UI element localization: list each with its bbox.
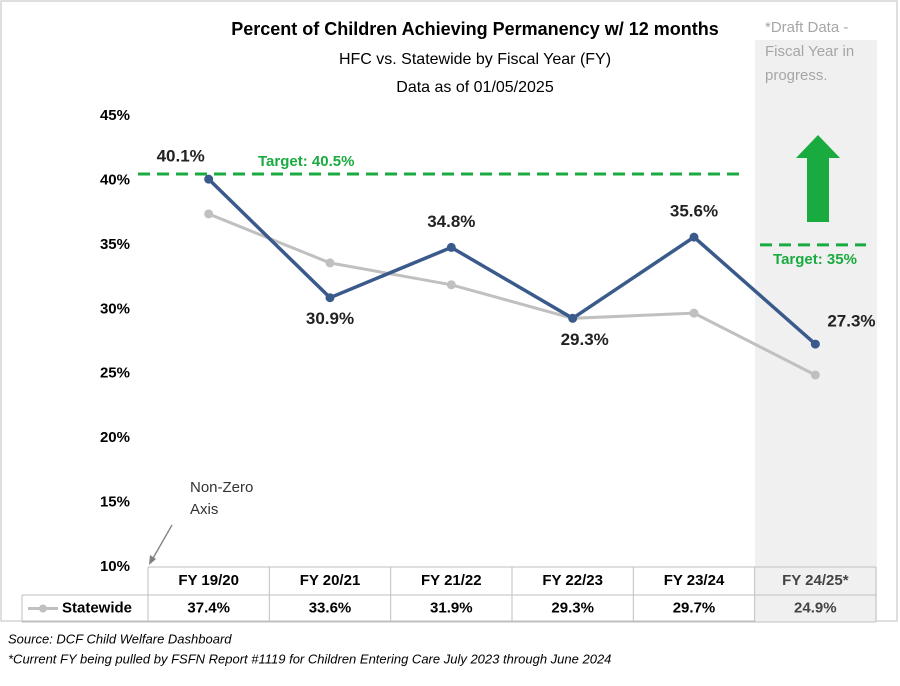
data-point xyxy=(446,242,456,252)
target-label: Target: 35% xyxy=(773,251,857,268)
table-value: 29.7% xyxy=(673,599,716,616)
up-arrow xyxy=(796,135,840,222)
draft-note: progress. xyxy=(765,67,828,84)
data-point xyxy=(204,174,214,184)
y-tick-label: 10% xyxy=(100,558,130,575)
x-tick-label: FY 24/25* xyxy=(782,572,849,589)
table-value: 37.4% xyxy=(187,599,230,616)
table-value: 31.9% xyxy=(430,599,473,616)
x-tick-label: FY 20/21 xyxy=(300,572,361,589)
y-tick-label: 25% xyxy=(100,365,130,382)
axis-note-arrowhead xyxy=(149,555,156,565)
series-line xyxy=(207,177,817,346)
data-point xyxy=(568,313,578,323)
legend-label: Statewide xyxy=(62,599,132,616)
y-tick-label: 40% xyxy=(100,171,130,188)
data-label: 34.8% xyxy=(427,212,475,231)
y-tick-label: 30% xyxy=(100,300,130,317)
data-point xyxy=(325,293,335,303)
y-tick-label: 20% xyxy=(100,429,130,446)
footnote: Source: DCF Child Welfare Dashboard xyxy=(8,631,232,646)
x-tick-label: FY 23/24 xyxy=(664,572,725,589)
data-point xyxy=(810,339,820,349)
data-point xyxy=(810,370,820,380)
x-tick-label: FY 19/20 xyxy=(178,572,239,589)
chart-subtitle: HFC vs. Statewide by Fiscal Year (FY) xyxy=(339,51,611,68)
data-point xyxy=(689,308,699,318)
data-label: 27.3% xyxy=(827,312,875,331)
data-point xyxy=(204,209,214,219)
series-line xyxy=(208,212,817,377)
data-label: 29.3% xyxy=(561,330,609,349)
data-label: 40.1% xyxy=(157,147,205,166)
x-tick-label: FY 21/22 xyxy=(421,572,482,589)
data-point xyxy=(325,258,335,268)
table-value: 29.3% xyxy=(551,599,594,616)
date-note: Data as of 01/05/2025 xyxy=(396,79,554,96)
draft-note: Fiscal Year in xyxy=(765,43,854,60)
footnote: *Current FY being pulled by FSFN Report … xyxy=(8,651,611,666)
axis-note: Axis xyxy=(190,501,218,518)
target-label: Target: 40.5% xyxy=(258,153,354,170)
y-tick-label: 35% xyxy=(100,236,130,253)
draft-note: *Draft Data - xyxy=(765,19,848,36)
table-value: 33.6% xyxy=(309,599,352,616)
x-tick-label: FY 22/23 xyxy=(542,572,603,589)
data-label: 30.9% xyxy=(306,309,354,328)
data-point xyxy=(446,280,456,290)
chart-title: Percent of Children Achieving Permanency… xyxy=(231,19,718,39)
draft-shade xyxy=(755,40,877,622)
axis-note-arrow xyxy=(151,524,173,561)
axis-note: Non-Zero xyxy=(190,479,253,496)
data-point xyxy=(689,232,699,242)
y-tick-label: 15% xyxy=(100,494,130,511)
y-tick-label: 45% xyxy=(100,107,130,124)
data-label: 35.6% xyxy=(670,202,718,221)
chart-border xyxy=(0,0,898,622)
legend-marker xyxy=(39,604,47,613)
table-value: 24.9% xyxy=(794,599,837,616)
